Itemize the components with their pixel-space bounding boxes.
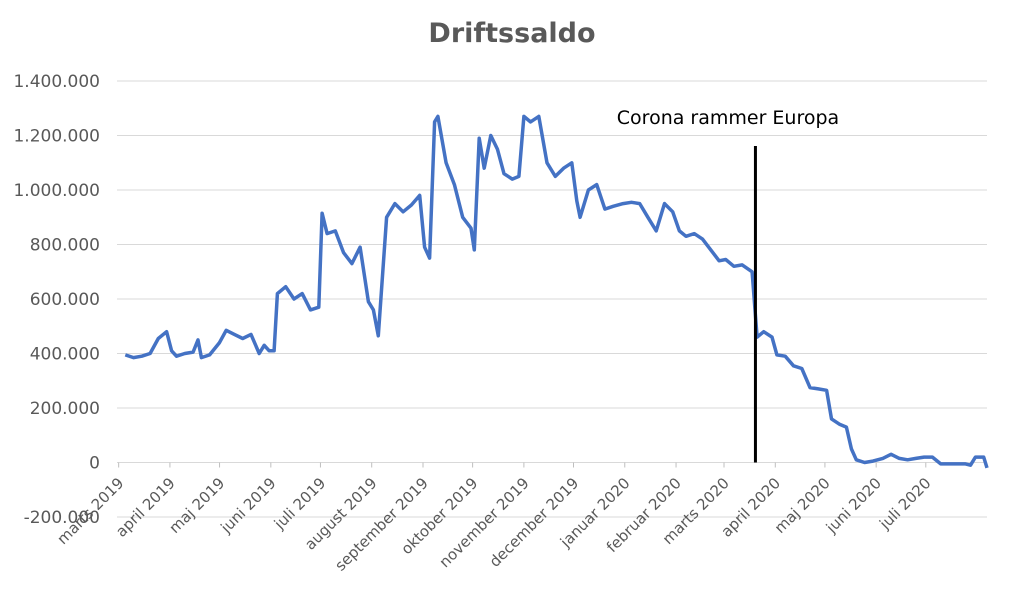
y-tick-label: 800.000 xyxy=(30,236,100,256)
x-tick-label: september 2019 xyxy=(331,474,432,575)
annotation: Corona rammer Europa xyxy=(617,107,839,463)
y-tick-label: 400.000 xyxy=(30,345,100,365)
x-tick-label: november 2019 xyxy=(436,474,533,571)
x-tick-label: juni 2020 xyxy=(822,474,885,537)
y-tick-label: 1.200.000 xyxy=(13,127,100,147)
y-tick-label: 200.000 xyxy=(30,399,100,419)
x-tick-label: juni 2019 xyxy=(217,474,280,537)
y-tick-label: 0 xyxy=(89,454,100,474)
y-axis-tick-labels: 1.400.000 1.200.000 1.000.000 800.000 600.00… xyxy=(13,72,100,528)
annotation-label: Corona rammer Europa xyxy=(617,107,839,129)
y-tick-label: 1.000.000 xyxy=(13,181,100,201)
y-tick-label: 600.000 xyxy=(30,290,100,310)
chart-title: Driftssaldo xyxy=(428,18,596,49)
y-tick-label: -200.000 xyxy=(24,508,100,528)
gridlines xyxy=(117,80,987,518)
x-tick-label: juli 2020 xyxy=(875,474,934,533)
x-tick-label: december 2019 xyxy=(486,474,583,571)
series-lines xyxy=(124,114,989,469)
series-line xyxy=(124,114,989,469)
y-tick-label: 1.400.000 xyxy=(13,72,100,92)
